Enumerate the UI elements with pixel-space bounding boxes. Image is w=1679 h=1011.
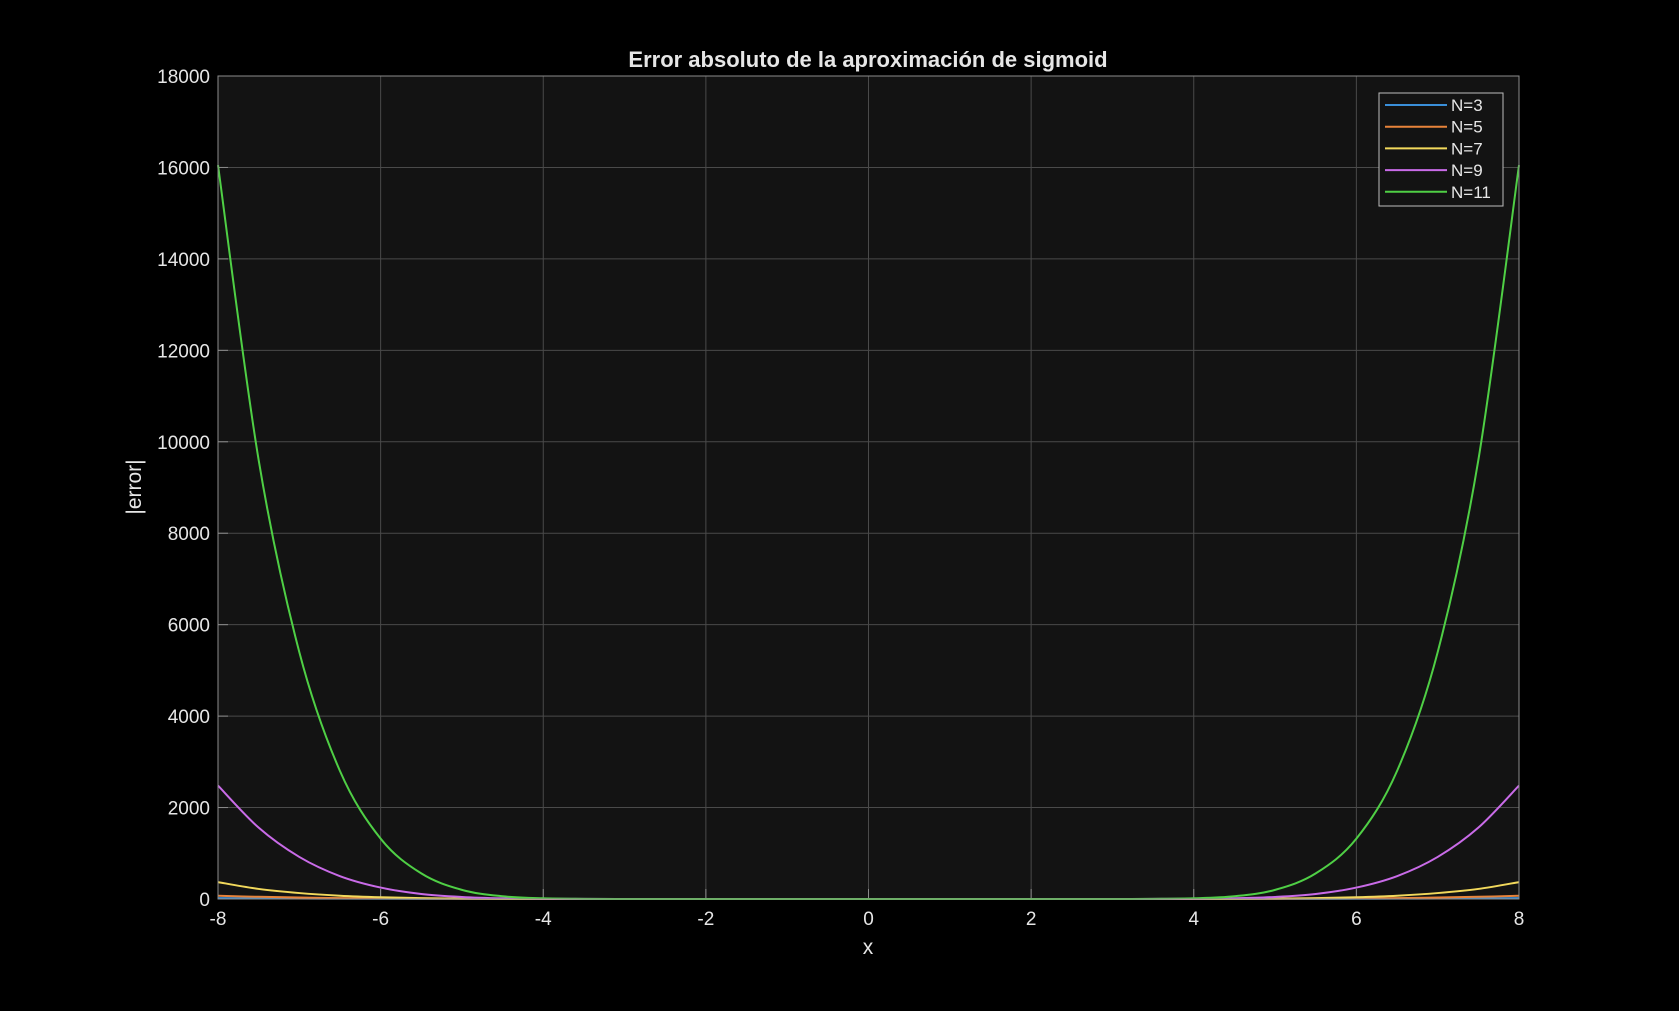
y-tick-labels: 0 2000 4000 6000 8000 10000 12000 14000 16000 180… xyxy=(157,67,210,911)
legend: N=3 N=5 N=7 N=9 N=11 xyxy=(1378,92,1504,207)
y-tick-label: 6000 xyxy=(168,616,210,637)
y-tick-label: 8000 xyxy=(168,524,210,545)
x-tick-label: -6 xyxy=(372,909,389,930)
x-axis-label: x xyxy=(863,936,874,959)
legend-label: N=3 xyxy=(1451,96,1483,115)
legend-label: N=5 xyxy=(1451,118,1483,137)
x-tick-label: -4 xyxy=(535,909,552,930)
y-tick-label: 0 xyxy=(199,890,210,911)
legend-label: N=7 xyxy=(1451,139,1483,158)
y-tick-label: 14000 xyxy=(157,250,210,271)
legend-label: N=9 xyxy=(1451,161,1483,180)
y-tick-label: 2000 xyxy=(168,799,210,820)
legend-label: N=11 xyxy=(1451,183,1491,202)
chart-title: Error absoluto de la aproximación de sig… xyxy=(628,47,1107,72)
x-tick-label: 4 xyxy=(1188,909,1199,930)
x-tick-label: 0 xyxy=(863,909,874,930)
y-tick-label: 16000 xyxy=(157,158,210,179)
y-tick-label: 12000 xyxy=(157,341,210,362)
x-tick-label: 8 xyxy=(1514,909,1525,930)
y-tick-label: 10000 xyxy=(157,433,210,454)
y-axis-label: |error| xyxy=(123,459,146,514)
y-tick-label: 18000 xyxy=(157,67,210,88)
x-tick-labels: -8 -6 -4 -2 0 2 4 6 8 xyxy=(210,909,1525,930)
x-tick-label: -8 xyxy=(210,909,227,930)
legend-box xyxy=(1378,92,1504,207)
x-tick-label: 6 xyxy=(1351,909,1362,930)
plot-frame xyxy=(217,75,1520,900)
y-tick-label: 4000 xyxy=(168,707,210,728)
x-tick-label: -2 xyxy=(697,909,714,930)
x-tick-label: 2 xyxy=(1026,909,1037,930)
